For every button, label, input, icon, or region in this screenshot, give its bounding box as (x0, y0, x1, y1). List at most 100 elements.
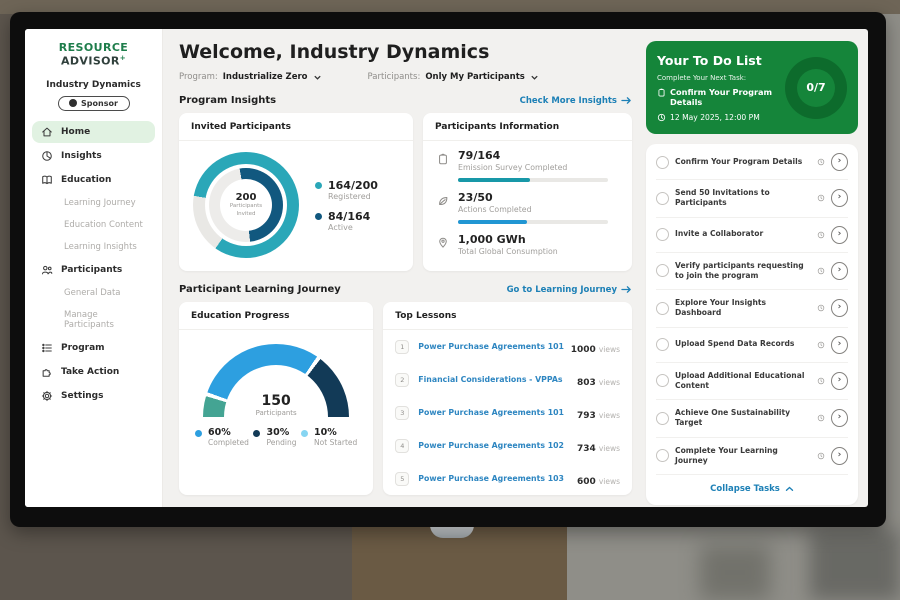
page-title: Welcome, Industry Dynamics (179, 41, 490, 63)
sidebar-item-label: Learning Journey (64, 197, 136, 208)
org-name: Industry Dynamics (46, 79, 141, 90)
task-checkbox[interactable] (656, 228, 669, 241)
task-checkbox[interactable] (656, 374, 669, 388)
sidebar-item-education-content[interactable]: Education Content (32, 215, 155, 235)
list-icon (42, 343, 52, 352)
sidebar-item-learning-insights[interactable]: Learning Insights (32, 237, 155, 257)
card-title: Top Lessons (383, 302, 632, 330)
task-checkbox[interactable] (656, 449, 669, 463)
filter-bar: Program: Industrialize Zero Participants… (179, 72, 632, 82)
lesson-title-link[interactable]: Power Purchase Agreements 101 (418, 342, 564, 351)
task-open-button[interactable]: › (831, 409, 848, 428)
task-checkbox[interactable] (656, 338, 669, 351)
todo-next-task-label: Confirm Your Program Details (670, 87, 773, 107)
legend-value: 10% (314, 427, 337, 438)
sidebar-item-participants[interactable]: Participants (32, 259, 155, 281)
task-row-achieve-sustainability-target[interactable]: Achieve One Sustainability Target › (656, 400, 848, 438)
task-open-button[interactable]: › (831, 371, 848, 390)
stat-actions-completed: 23/50 Actions Completed (437, 191, 618, 224)
participants-dropdown[interactable]: Participants: Only My Participants (368, 72, 539, 82)
task-open-button[interactable]: › (831, 446, 848, 465)
task-row-verify-participants[interactable]: Verify participants requesting to join t… (656, 253, 848, 290)
participants-label: Participants: (367, 72, 421, 82)
legend-item-not-started: 10% Not Started (301, 427, 357, 447)
task-row-explore-insights[interactable]: Explore Your Insights Dashboard › (656, 290, 848, 328)
gauge-center: 150 Participants (203, 393, 349, 417)
sidebar-item-education[interactable]: Education (32, 169, 155, 191)
sidebar-item-learning-journey[interactable]: Learning Journey (32, 193, 155, 213)
clock-icon (817, 267, 825, 274)
background-blur-shape (810, 530, 900, 600)
lesson-row[interactable]: 1 Power Purchase Agreements 101 1000 view… (383, 330, 632, 363)
task-checkbox[interactable] (656, 411, 669, 425)
sidebar-item-insights[interactable]: Insights (32, 145, 155, 167)
task-checkbox[interactable] (656, 301, 669, 315)
lesson-row[interactable]: 5 Power Purchase Agreements 103 600 views (383, 462, 632, 495)
legend-dot (315, 181, 322, 189)
book-icon (42, 175, 52, 184)
gauge-wrap: 150 Participants (179, 330, 373, 417)
collapse-tasks-link[interactable]: Collapse Tasks (656, 475, 848, 504)
lesson-title-link[interactable]: Power Purchase Agreements 103 (418, 474, 564, 483)
leaf-icon (439, 197, 448, 205)
task-row-send-invitations[interactable]: Send 50 Invitations to Participants › (656, 180, 848, 218)
lesson-title-link[interactable]: Power Purchase Agreements 102 (418, 441, 564, 450)
task-checkbox[interactable] (656, 155, 669, 169)
task-open-button[interactable]: › (831, 299, 848, 318)
dashboard-screen: RESOURCE ADVISOR+ Industry Dynamics Spon… (25, 29, 868, 507)
task-open-button[interactable]: › (831, 261, 848, 280)
todo-due-label: 12 May 2025, 12:00 PM (670, 112, 760, 122)
task-label: Achieve One Sustainability Target (675, 408, 791, 428)
lesson-title-link[interactable]: Power Purchase Agreements 101 (418, 408, 564, 417)
clock-icon (817, 305, 825, 312)
stat-label: Actions Completed (458, 205, 532, 214)
task-checkbox[interactable] (656, 264, 669, 278)
go-to-learning-journey-link[interactable]: Go to Learning Journey (507, 285, 632, 295)
program-insights-header: Program Insights Check More Insights (179, 95, 632, 106)
link-label: Check More Insights (519, 95, 617, 106)
lesson-row[interactable]: 3 Power Purchase Agreements 101 793 views (383, 396, 632, 429)
sidebar-item-settings[interactable]: Settings (32, 385, 155, 407)
sidebar-item-program[interactable]: Program (32, 337, 155, 359)
program-dropdown[interactable]: Program: Industrialize Zero (179, 72, 322, 82)
task-row-invite-collaborator[interactable]: Invite a Collaborator › (656, 218, 848, 253)
clock-icon (817, 377, 825, 384)
sidebar-item-label: Take Action (61, 366, 120, 377)
task-open-button[interactable]: › (831, 225, 848, 244)
logo-advisor: ADVISOR (60, 54, 120, 68)
task-row-upload-educational-content[interactable]: Upload Additional Educational Content › (656, 363, 848, 400)
legend-item-pending: 30% Pending (253, 427, 296, 447)
sidebar-item-take-action[interactable]: Take Action (32, 361, 155, 383)
legend-value: 30% (266, 427, 290, 438)
clipboard-icon (439, 153, 447, 165)
task-open-button[interactable]: › (831, 153, 848, 171)
legend-dot (315, 212, 322, 220)
check-more-insights-link[interactable]: Check More Insights (520, 96, 632, 106)
monitor-bezel: RESOURCE ADVISOR+ Industry Dynamics Spon… (10, 12, 886, 527)
sidebar-item-manage-participants[interactable]: Manage Participants (32, 305, 155, 335)
sidebar-item-label: Participants (61, 264, 123, 275)
sidebar-item-general-data[interactable]: General Data (32, 283, 155, 303)
chevron-down-icon (531, 75, 538, 80)
legend-label: Active (328, 222, 353, 232)
task-row-complete-learning-journey[interactable]: Complete Your Learning Journey › (656, 438, 848, 475)
task-open-button[interactable]: › (831, 335, 848, 354)
task-open-button[interactable]: › (831, 189, 848, 208)
lesson-row[interactable]: 2 Financial Considerations - VPPAs 803 vi… (383, 363, 632, 396)
clock-icon (817, 195, 825, 202)
lesson-title-link[interactable]: Financial Considerations - VPPAs (418, 375, 563, 384)
legend-dot (301, 430, 309, 437)
task-row-upload-spend-data[interactable]: Upload Spend Data Records › (656, 328, 848, 363)
legend-item-registered: 164/200 Registered (315, 179, 378, 201)
task-label: Invite a Collaborator (675, 229, 764, 239)
legend-item-completed: 60% Completed (195, 427, 249, 447)
task-checkbox[interactable] (656, 191, 669, 205)
lesson-row[interactable]: 4 Power Purchase Agreements 102 734 views (383, 429, 632, 462)
sidebar-item-home[interactable]: Home (32, 120, 155, 143)
task-label: Send 50 Invitations to Participants (675, 188, 770, 208)
journey-cards-row: Education Progress 150 Participants (179, 302, 632, 495)
sidebar-menu: Home Insights Education Learning Journey… (25, 120, 162, 407)
section-title: Participant Learning Journey (179, 284, 341, 295)
task-row-confirm-program[interactable]: Confirm Your Program Details › (656, 145, 848, 180)
chevron-up-icon (785, 486, 794, 491)
